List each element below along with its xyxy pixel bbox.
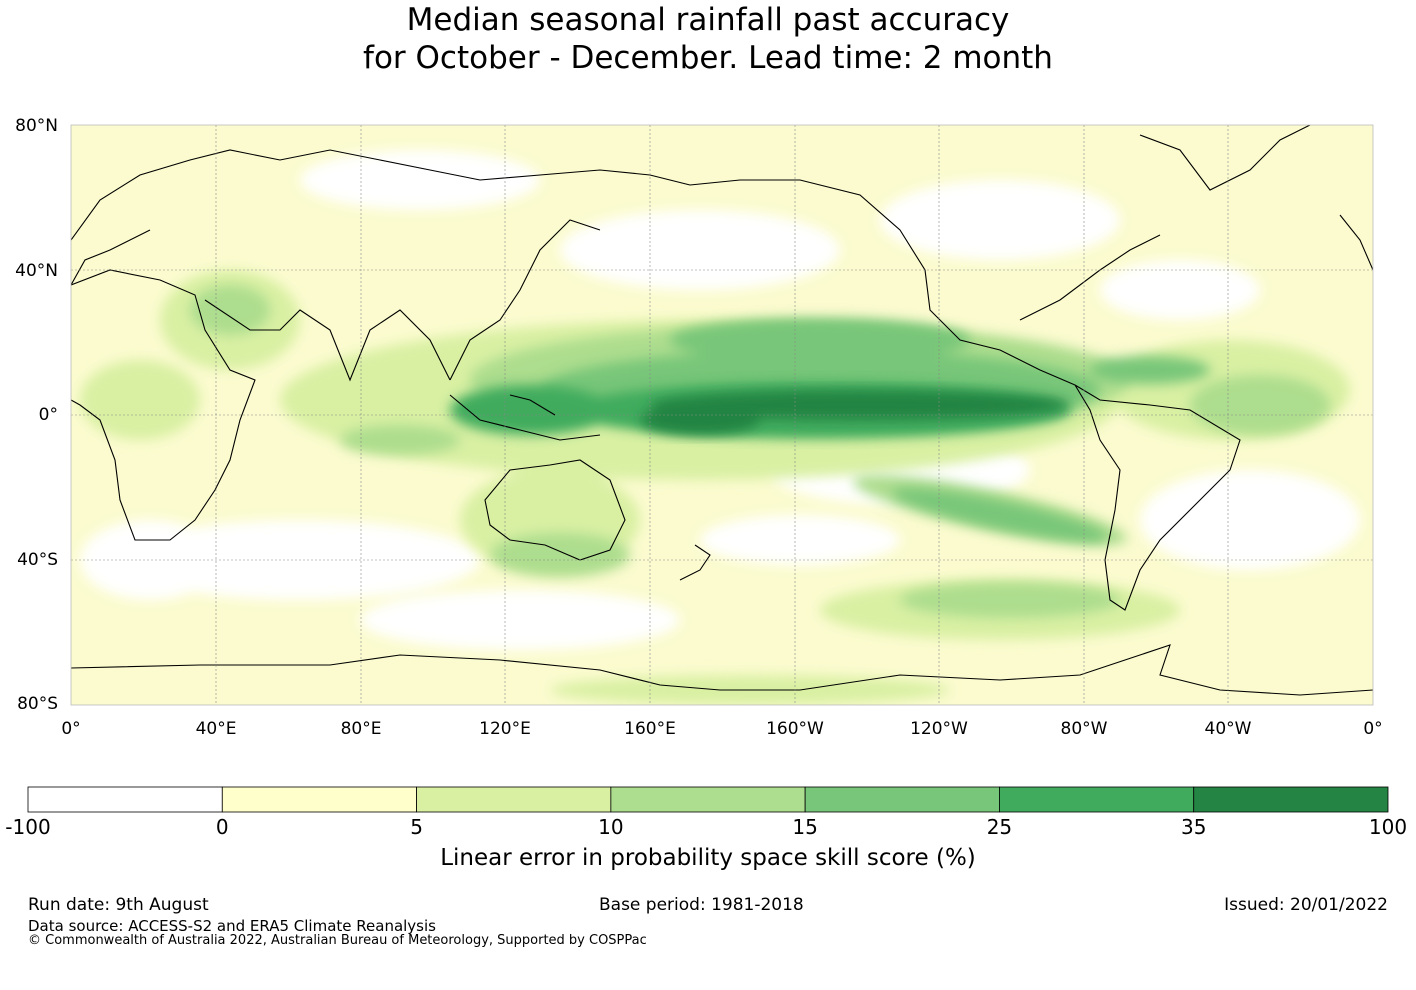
colorbar-tick-label: 5 (410, 815, 423, 839)
map-frame (70, 124, 1374, 706)
colorbar-tick-label: 10 (598, 815, 624, 839)
colorbar-tick-label: -100 (5, 815, 51, 839)
lon-label-0-left: 0° (61, 719, 81, 739)
data-source: Data source: ACCESS-S2 and ERA5 Climate … (28, 917, 436, 935)
graticule (71, 125, 1373, 705)
lon-label-0-right: 0° (1363, 719, 1383, 739)
run-date: Run date: 9th August (28, 895, 209, 915)
colorbar-segment (416, 786, 612, 813)
colorbar-segment (610, 786, 806, 813)
copyright: © Commonwealth of Australia 2022, Austra… (28, 933, 647, 948)
colorbar-tick-label: 100 (1368, 815, 1408, 839)
lon-label-80e: 80°E (340, 719, 382, 739)
colorbar-segment (804, 786, 1000, 813)
colorbar-tick-label: 35 (1180, 815, 1207, 839)
colorbar-segment (221, 786, 417, 813)
lon-label-120w: 120°W (910, 719, 968, 739)
colorbar-segment (999, 786, 1195, 813)
skill-35-100 (640, 390, 1070, 435)
coastlines (71, 125, 1373, 696)
lon-label-40w: 40°W (1204, 719, 1252, 739)
colorbar-tick-label: 25 (986, 815, 1013, 839)
colorbar-tick-label: 15 (792, 815, 818, 839)
lon-label-160w: 160°W (766, 719, 824, 739)
colorbar-segment (1193, 786, 1389, 813)
lat-label-0: 0° (38, 405, 58, 425)
lat-label-80s: 80°S (17, 694, 58, 714)
colorbar-segment (27, 786, 223, 813)
lon-label-160e: 160°E (624, 719, 676, 739)
lon-label-120e: 120°E (479, 719, 531, 739)
chart-title-line2: for October - December. Lead time: 2 mon… (363, 40, 1053, 76)
lon-label-80w: 80°W (1060, 719, 1108, 739)
issued-date: Issued: 20/01/2022 (1224, 895, 1388, 915)
colorbar-tick-label: 0 (215, 815, 229, 839)
lat-label-40s: 40°S (17, 550, 58, 570)
chart-title-line1: Median seasonal rainfall past accuracy (406, 2, 1010, 38)
lon-label-40e: 40°E (195, 719, 237, 739)
lat-label-80n: 80°N (15, 116, 58, 136)
colorbar-title: Linear error in probability space skill … (440, 845, 976, 871)
base-period: Base period: 1981-2018 (599, 895, 804, 915)
lat-label-40n: 40°N (15, 261, 58, 281)
